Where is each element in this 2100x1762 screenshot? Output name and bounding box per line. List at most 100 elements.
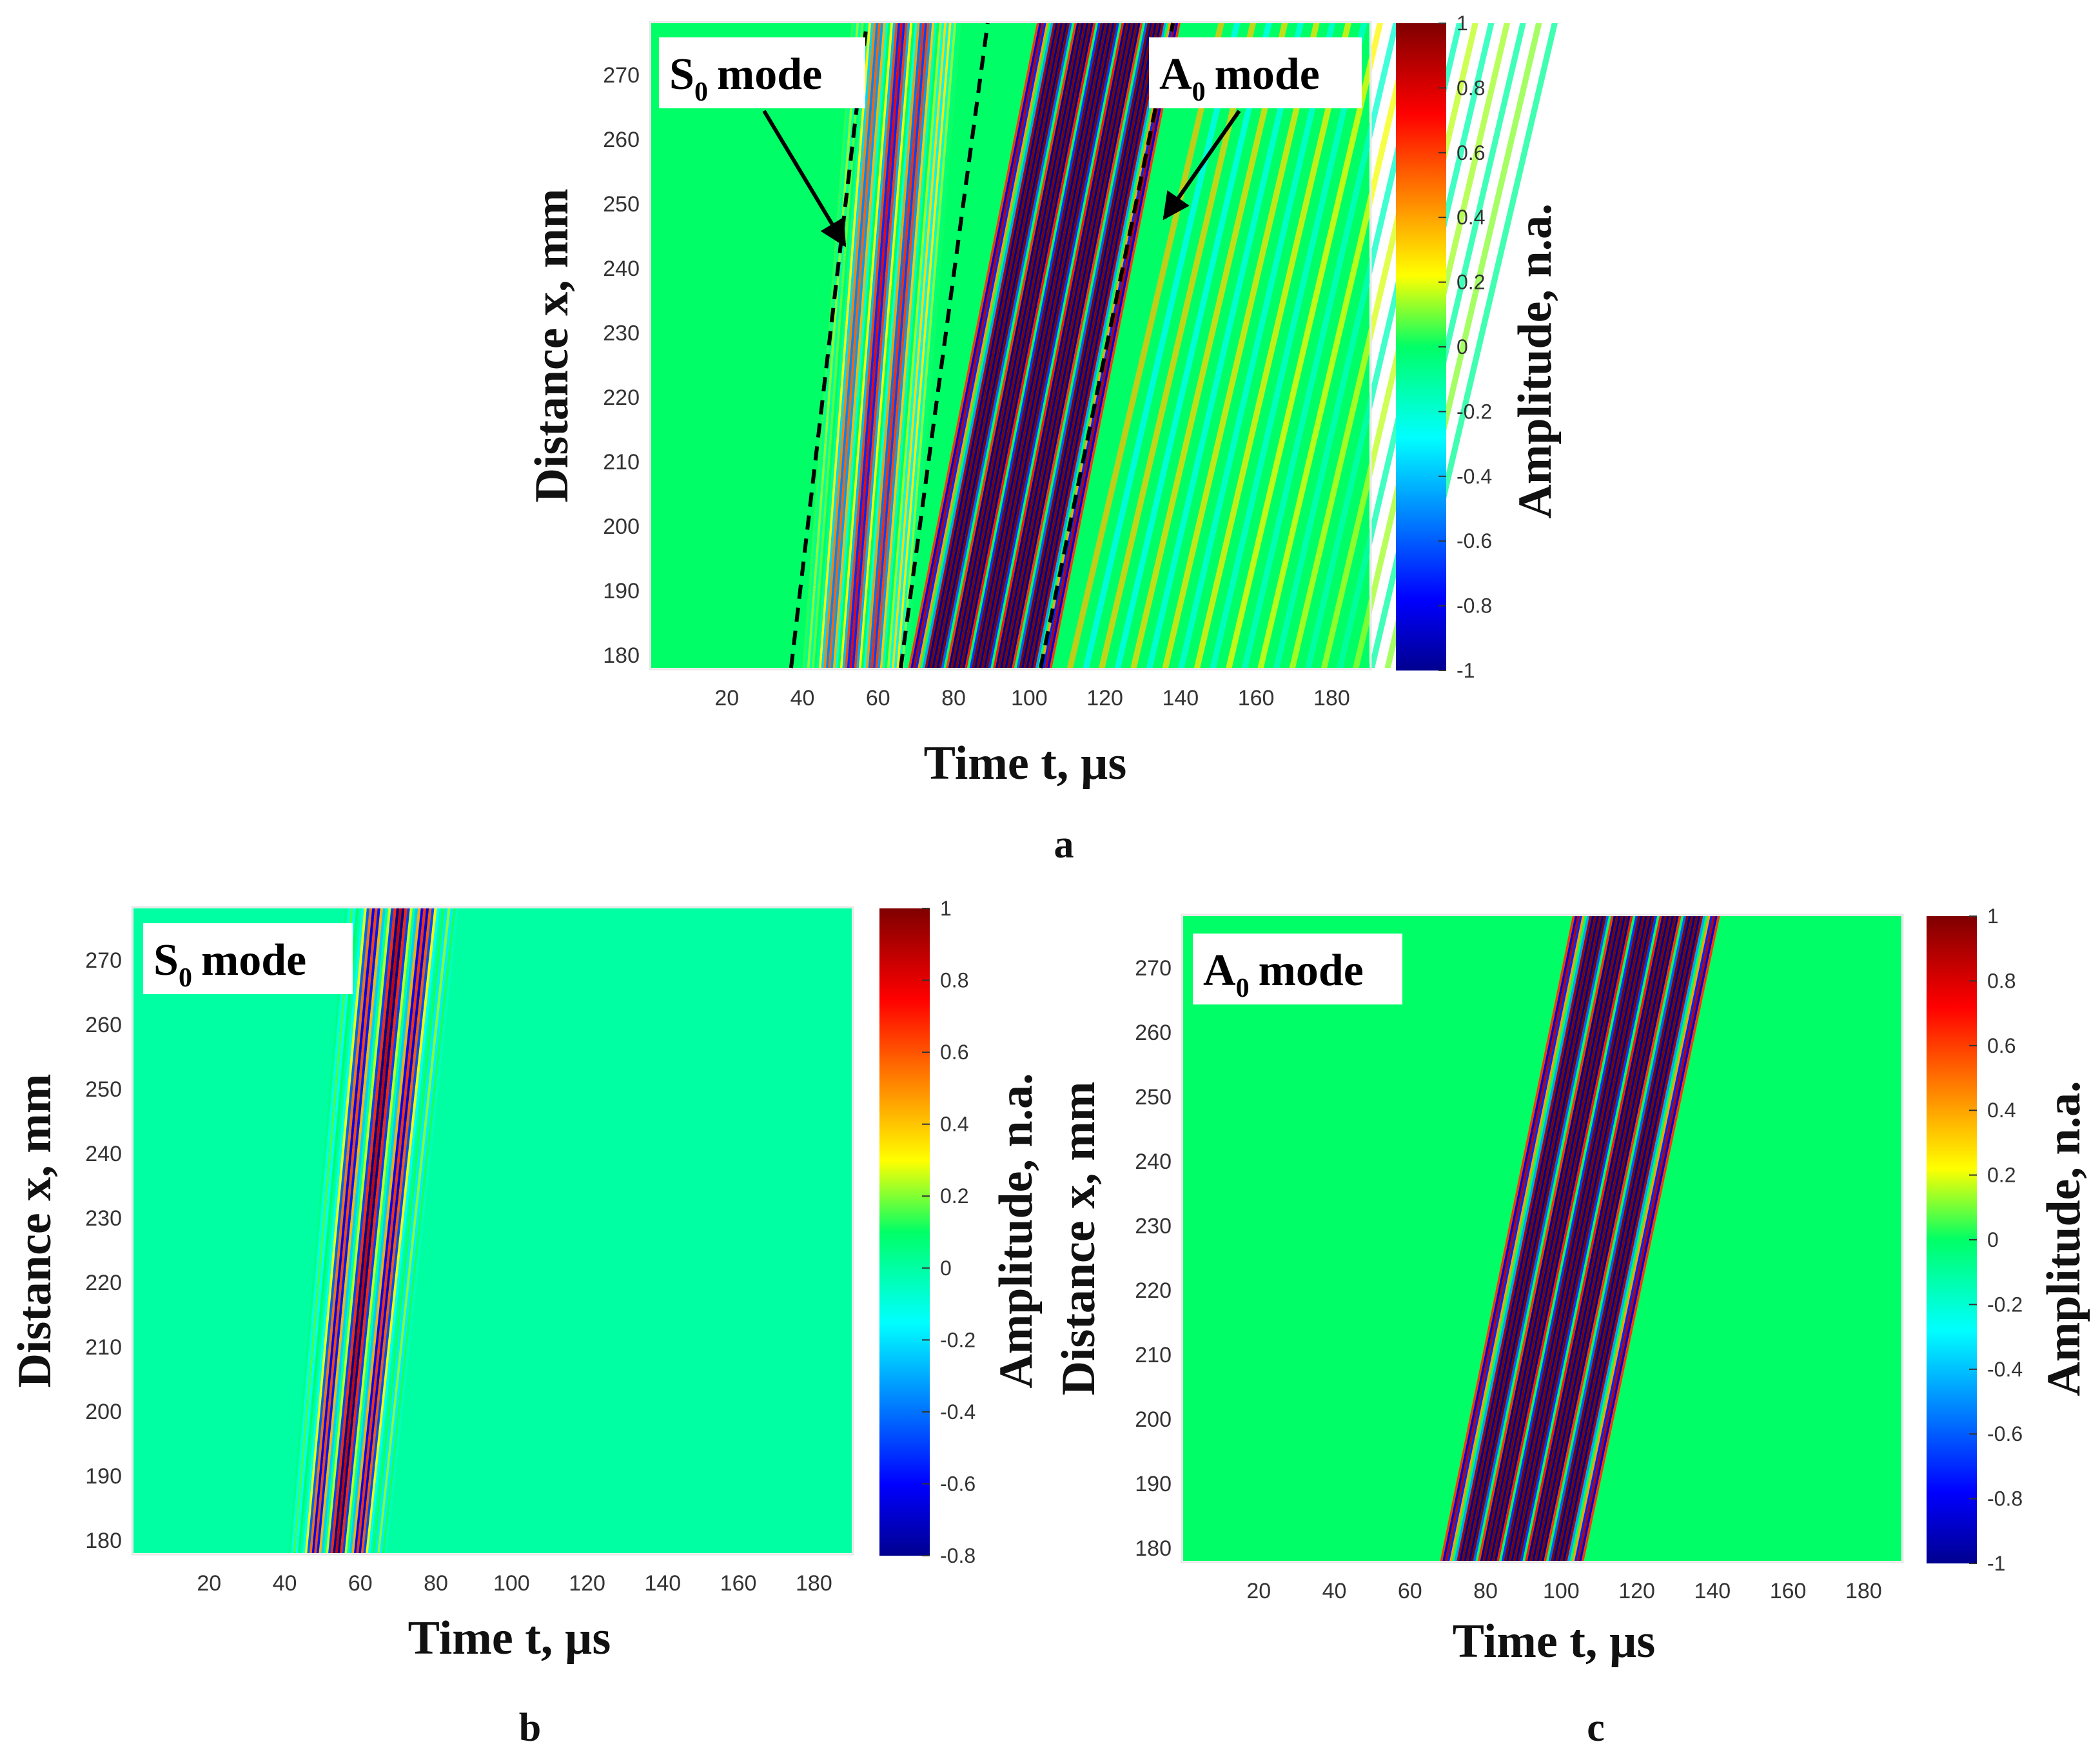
wave-stripe: [319, 908, 383, 1553]
wave-stripe: [1553, 916, 1691, 1561]
mode-label-box: [143, 923, 353, 994]
wave-stripe: [1487, 916, 1624, 1561]
x-tick-label: 80: [1473, 1579, 1498, 1603]
wave-stripe: [1579, 916, 1718, 1561]
wave-stripe: [962, 23, 1094, 668]
wave-stripe: [1037, 23, 1169, 668]
colorbar-tick-label: 0.8: [1987, 969, 2016, 992]
wave-stripe: [337, 908, 405, 1553]
wave-stripe: [300, 908, 362, 1553]
wave-stripe: [1457, 916, 1592, 1561]
y-tick-label: 240: [85, 1142, 122, 1166]
wave-stripe: [838, 23, 891, 668]
wave-stripe: [354, 908, 424, 1553]
colorbar: [1927, 916, 1977, 1563]
panel-letter: c: [1587, 1706, 1605, 1750]
wave-stripe: [946, 23, 1077, 668]
wave-stripe: [920, 23, 1051, 668]
y-tick-label: 210: [85, 1335, 122, 1360]
mode-label-box: [1193, 934, 1402, 1004]
wave-stripe: [307, 908, 369, 1553]
wave-stripe: [1049, 23, 1181, 668]
y-tick-label: 190: [603, 579, 640, 603]
residual-stripe: [1210, 23, 1368, 668]
x-tick-label: 20: [1246, 1579, 1271, 1603]
wave-stripe: [807, 23, 859, 668]
wave-stripe: [823, 23, 876, 668]
residual-stripe: [1130, 23, 1288, 668]
wave-stripe: [1452, 916, 1587, 1561]
wave-stripe: [1544, 916, 1682, 1561]
wave-packet-A0: [1440, 916, 1720, 1561]
wave-stripe: [1466, 916, 1602, 1561]
mode-label-text: S0 mode: [669, 50, 822, 107]
wave-stripe: [1536, 916, 1674, 1561]
residual-stripe: [1193, 23, 1351, 668]
y-tick-label: 230: [1135, 1214, 1172, 1238]
colorbar-tick-label: 0.4: [940, 1113, 968, 1136]
wave-stripe: [816, 23, 869, 668]
colorbar-tick-label: 0: [940, 1257, 952, 1280]
residual-stripe: [1099, 23, 1257, 668]
wave-stripe: [1525, 916, 1662, 1561]
colorbar-tick-label: 0.4: [1457, 206, 1485, 229]
mode-label-A0: A0 mode: [1149, 37, 1362, 108]
wave-stripe: [1539, 916, 1677, 1561]
arrow-s0: [762, 110, 847, 248]
wave-stripe: [1560, 916, 1698, 1561]
x-tick-label: 160: [720, 1571, 757, 1596]
wave-stripe: [1445, 916, 1580, 1561]
wave-stripe: [993, 23, 1124, 668]
wave-stripe: [1023, 23, 1155, 668]
x-tick-label: 40: [790, 686, 815, 710]
wave-stripe: [309, 908, 373, 1553]
x-tick-label: 60: [348, 1571, 373, 1596]
x-tick-label: 120: [569, 1571, 605, 1596]
wave-stripe: [922, 23, 1054, 668]
colorbar-tick-label: -0.8: [1987, 1487, 2023, 1511]
wave-stripe: [1489, 916, 1626, 1561]
wave-stripe: [1515, 916, 1653, 1561]
wave-stripe: [1005, 23, 1136, 668]
wave-stripe: [1508, 916, 1645, 1561]
wave-stripe: [1028, 23, 1159, 668]
wave-stripe: [879, 23, 935, 668]
wave-stripe: [852, 23, 905, 668]
wave-stripe: [915, 23, 1046, 668]
wave-stripe: [328, 908, 394, 1553]
wave-stripe: [1562, 916, 1701, 1561]
residual-stripe: [1257, 23, 1415, 668]
wave-stripe: [360, 908, 432, 1553]
y-tick-label: 210: [1135, 1343, 1172, 1367]
wave-stripe: [1532, 916, 1669, 1561]
y-axis-label: Distance x, mm: [1052, 1081, 1105, 1395]
x-tick-label: 100: [493, 1571, 530, 1596]
wave-stripe: [845, 23, 898, 668]
wave-stripe: [866, 23, 920, 668]
wave-stripe: [323, 908, 389, 1553]
wave-stripe: [363, 908, 435, 1553]
wave-stripe: [859, 23, 913, 668]
mode-label-text: A0 mode: [1159, 50, 1320, 107]
wave-stripe: [979, 23, 1110, 668]
wave-stripe: [1468, 916, 1604, 1561]
x-axis-label: Time t, µs: [408, 1612, 611, 1665]
wave-stripe: [842, 23, 896, 668]
wave-stripe: [983, 23, 1115, 668]
wave-stripe: [986, 23, 1117, 668]
wave-stripe: [1496, 916, 1633, 1561]
colorbar-tick-label: -0.8: [1457, 594, 1492, 618]
wave-stripe: [965, 23, 1096, 668]
wave-stripe: [1534, 916, 1672, 1561]
residual-stripe: [1083, 23, 1241, 668]
wave-stripe: [1047, 23, 1179, 668]
x-tick-label: 180: [796, 1571, 832, 1596]
y-tick-label: 180: [85, 1529, 122, 1553]
wave-stripe: [892, 23, 947, 668]
wave-packet-A0: [908, 23, 1181, 668]
wave-stripe: [1492, 916, 1629, 1561]
wave-stripe: [288, 908, 348, 1553]
y-tick-label: 180: [603, 643, 640, 668]
wave-stripe: [906, 23, 961, 668]
